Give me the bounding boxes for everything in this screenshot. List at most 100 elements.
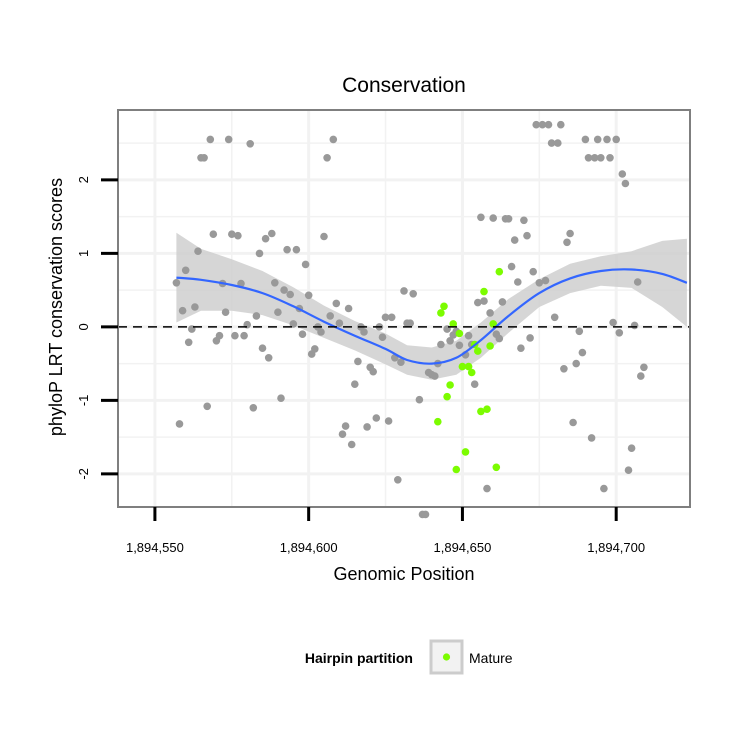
other-point (612, 135, 620, 144)
legend-mature-marker (442, 653, 451, 661)
other-point (332, 299, 341, 308)
y-tick-label: -2 (76, 468, 91, 480)
other-point (640, 363, 648, 372)
other-point (593, 135, 602, 144)
other-point (520, 216, 528, 225)
mature-point (467, 368, 476, 377)
mature-point (464, 362, 473, 371)
y-tick-label: -1 (76, 395, 91, 407)
other-point (221, 308, 230, 317)
other-point (320, 232, 328, 241)
other-point (421, 510, 430, 519)
other-point (446, 337, 454, 345)
y-tick-label: 2 (76, 176, 91, 183)
other-point (507, 262, 516, 271)
other-point (394, 476, 402, 484)
other-point (483, 484, 491, 493)
other-point (255, 249, 264, 258)
other-point (347, 440, 356, 449)
other-point (633, 278, 642, 286)
other-point (566, 229, 574, 238)
other-point (181, 266, 190, 275)
other-point (541, 276, 550, 285)
other-point (280, 286, 288, 294)
legend: Hairpin partition Mature (305, 639, 513, 675)
other-point (597, 154, 605, 162)
other-point (587, 434, 596, 442)
other-point (557, 120, 565, 129)
other-point (630, 321, 639, 330)
other-point (252, 312, 261, 320)
other-point (338, 430, 347, 439)
mature-point (449, 320, 458, 328)
other-point (372, 414, 381, 422)
other-point (504, 215, 513, 223)
other-point (209, 230, 218, 238)
other-point (575, 327, 584, 336)
y-tick-label: 0 (76, 323, 91, 330)
other-point (560, 365, 568, 373)
other-point (271, 279, 279, 287)
other-point (603, 135, 611, 144)
other-point (400, 287, 408, 295)
other-point (523, 231, 531, 240)
other-point (363, 423, 371, 431)
other-point (258, 344, 267, 353)
other-point (550, 313, 559, 322)
other-point (283, 245, 291, 254)
other-point (261, 234, 270, 243)
other-point (517, 344, 525, 353)
other-point (298, 330, 307, 339)
other-point (437, 340, 445, 349)
mature-point (480, 287, 488, 296)
legend-title: Hairpin partition (305, 650, 413, 666)
other-point (409, 290, 418, 298)
other-point (206, 135, 215, 144)
other-point (618, 170, 627, 178)
mature-point (440, 302, 448, 311)
other-point (486, 309, 494, 317)
x-tick-label: 1,894,700 (587, 540, 645, 555)
other-point (268, 229, 276, 238)
legend-key-mature (429, 639, 464, 675)
other-point (200, 154, 208, 162)
other-point (384, 417, 393, 425)
other-point (249, 404, 258, 412)
other-point (344, 304, 353, 313)
other-point (578, 348, 587, 357)
other-point (470, 380, 479, 389)
other-point (304, 291, 313, 300)
other-point (464, 331, 473, 340)
other-point (289, 320, 298, 328)
other-point (354, 357, 362, 366)
mature-point (474, 347, 482, 355)
other-point (240, 331, 248, 340)
other-point (621, 179, 630, 188)
other-point (246, 140, 254, 148)
other-point (184, 338, 193, 347)
other-point (489, 214, 498, 222)
legend-label-mature: Mature (469, 650, 513, 666)
other-point (277, 394, 285, 403)
other-point (369, 367, 378, 376)
other-point (637, 372, 645, 380)
other-point (584, 154, 593, 162)
mature-point (434, 417, 442, 426)
other-point (317, 328, 325, 336)
mature-point (446, 381, 454, 389)
other-point (480, 297, 488, 305)
x-axis-label: Genomic Position (333, 564, 474, 584)
other-point (274, 308, 282, 317)
mature-point (486, 342, 494, 350)
other-point (572, 359, 580, 368)
panel-border (117, 109, 691, 508)
other-point (203, 402, 211, 411)
other-point (378, 333, 387, 342)
other-point (194, 247, 202, 255)
mature-point (452, 465, 461, 474)
other-point (431, 372, 439, 380)
mature-point (495, 267, 504, 276)
other-point (237, 279, 245, 288)
other-point (341, 422, 350, 430)
